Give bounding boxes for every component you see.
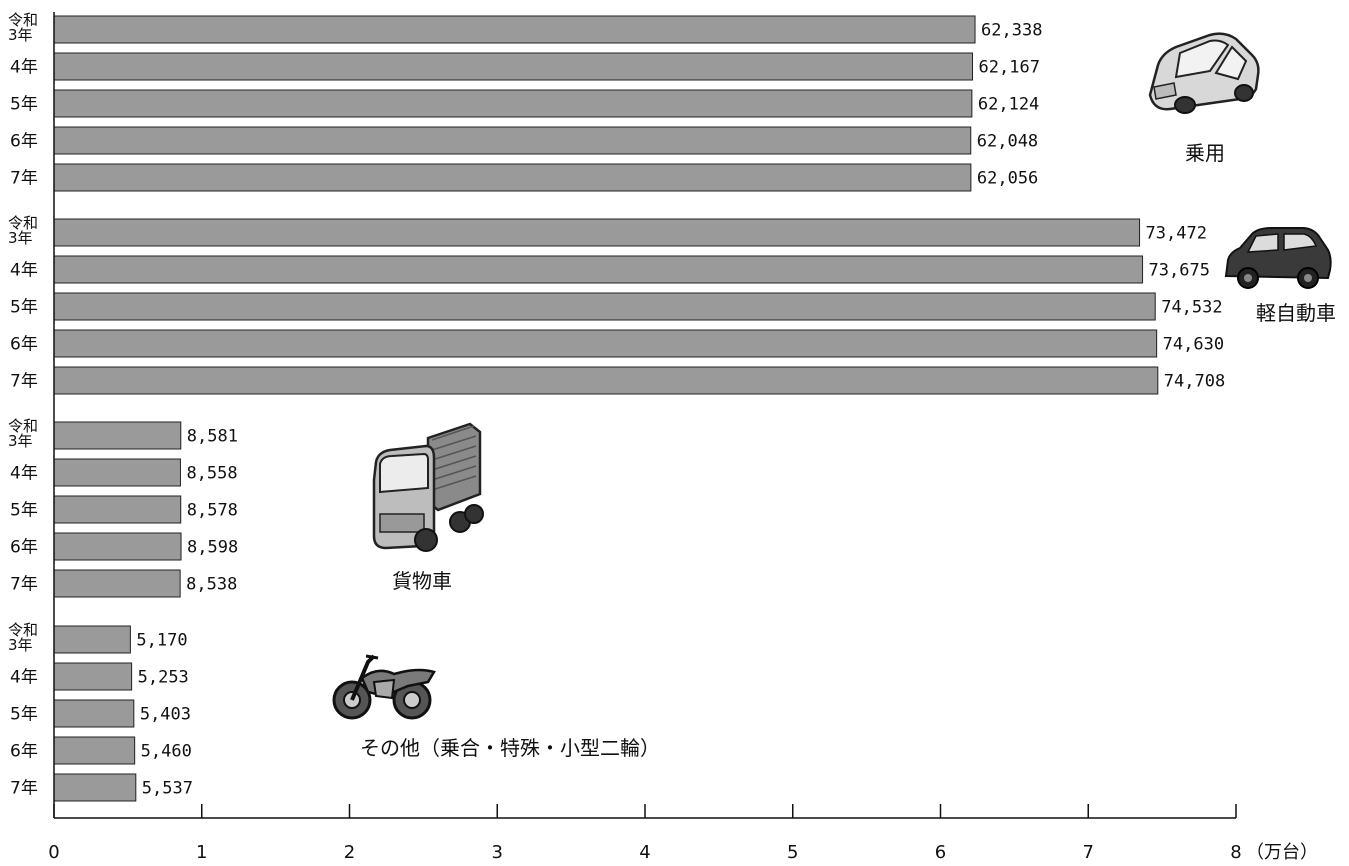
year-label: 6年	[10, 335, 38, 355]
year-label: 6年	[10, 132, 38, 152]
x-axis: 0 1 2 3 4 5 6 7 8 （万台）	[48, 12, 1318, 863]
year-label: 4年	[10, 668, 38, 688]
bar	[53, 532, 182, 561]
category-label: 乗用	[1185, 141, 1225, 165]
bar	[53, 736, 136, 765]
data-label: 62,167	[979, 58, 1040, 78]
x-tick-label: 7	[1083, 842, 1094, 863]
year-label: 4年	[10, 261, 38, 281]
year-label: 5年	[10, 95, 38, 115]
year-label: 5年	[10, 501, 38, 521]
bar	[53, 15, 976, 44]
year-label: 7年	[10, 169, 38, 189]
data-label: 73,675	[1149, 261, 1210, 281]
bar	[53, 218, 1141, 247]
data-label: 8,538	[186, 575, 237, 595]
category-label: 貨物車	[392, 569, 452, 593]
data-label: 62,048	[977, 132, 1038, 152]
bar	[53, 458, 181, 487]
x-axis-unit: （万台）	[1246, 842, 1318, 863]
year-label: 令和 3年	[8, 621, 38, 654]
bar	[53, 126, 972, 155]
x-tick-label: 2	[344, 842, 355, 863]
bar	[53, 255, 1144, 284]
data-label: 74,532	[1161, 298, 1222, 318]
motorcycle-icon	[332, 654, 436, 720]
data-label: 74,630	[1163, 335, 1224, 355]
bar	[53, 495, 182, 524]
category-label: 軽自動車	[1256, 301, 1336, 325]
bar	[53, 292, 1156, 321]
kei-car-icon	[1224, 227, 1332, 289]
data-label: 62,338	[981, 21, 1042, 41]
year-label: 6年	[10, 742, 38, 762]
data-label: 8,598	[187, 538, 238, 558]
data-label: 5,537	[142, 779, 193, 799]
data-label: 8,581	[187, 427, 238, 447]
bar	[53, 569, 181, 598]
x-tick-label: 0	[48, 842, 59, 863]
year-label: 7年	[10, 372, 38, 392]
bars-layer: 62,338 令和 3年 62,167 4年 62,124 5年 62,048 6年 62,056…	[8, 11, 1225, 802]
x-tick-label: 3	[492, 842, 503, 863]
category-label: その他（乗合・特殊・小型二輪）	[360, 736, 660, 760]
data-label: 62,056	[977, 169, 1038, 189]
x-tick-label: 5	[787, 842, 798, 863]
bar	[53, 366, 1159, 395]
data-label: 62,124	[978, 95, 1039, 115]
x-tick-label: 6	[935, 842, 946, 863]
data-label: 5,460	[141, 742, 192, 762]
year-label: 7年	[10, 779, 38, 799]
bar	[53, 625, 131, 654]
x-tick-label: 8	[1230, 842, 1241, 863]
year-label: 令和 3年	[8, 214, 38, 247]
truck-icon	[372, 422, 484, 552]
bar	[53, 329, 1158, 358]
year-label: 5年	[10, 705, 38, 725]
x-tick-label: 1	[196, 842, 207, 863]
data-label: 73,472	[1146, 224, 1207, 244]
year-label: 令和 3年	[8, 11, 38, 44]
data-label: 8,558	[186, 464, 237, 484]
bar	[53, 89, 973, 118]
bar	[53, 52, 974, 81]
data-label: 5,170	[136, 631, 187, 651]
bar	[53, 699, 135, 728]
bar	[53, 773, 137, 802]
year-label: 令和 3年	[8, 417, 38, 450]
year-label: 4年	[10, 464, 38, 484]
bar	[53, 421, 182, 450]
data-label: 74,708	[1164, 372, 1225, 392]
year-label: 6年	[10, 538, 38, 558]
data-label: 8,578	[187, 501, 238, 521]
year-label: 7年	[10, 575, 38, 595]
bar	[53, 662, 133, 691]
year-label: 5年	[10, 298, 38, 318]
x-tick-label: 4	[639, 842, 650, 863]
year-label: 4年	[10, 58, 38, 78]
bar	[53, 163, 972, 192]
car-icon	[1148, 32, 1260, 114]
data-label: 5,403	[140, 705, 191, 725]
data-label: 5,253	[138, 668, 189, 688]
